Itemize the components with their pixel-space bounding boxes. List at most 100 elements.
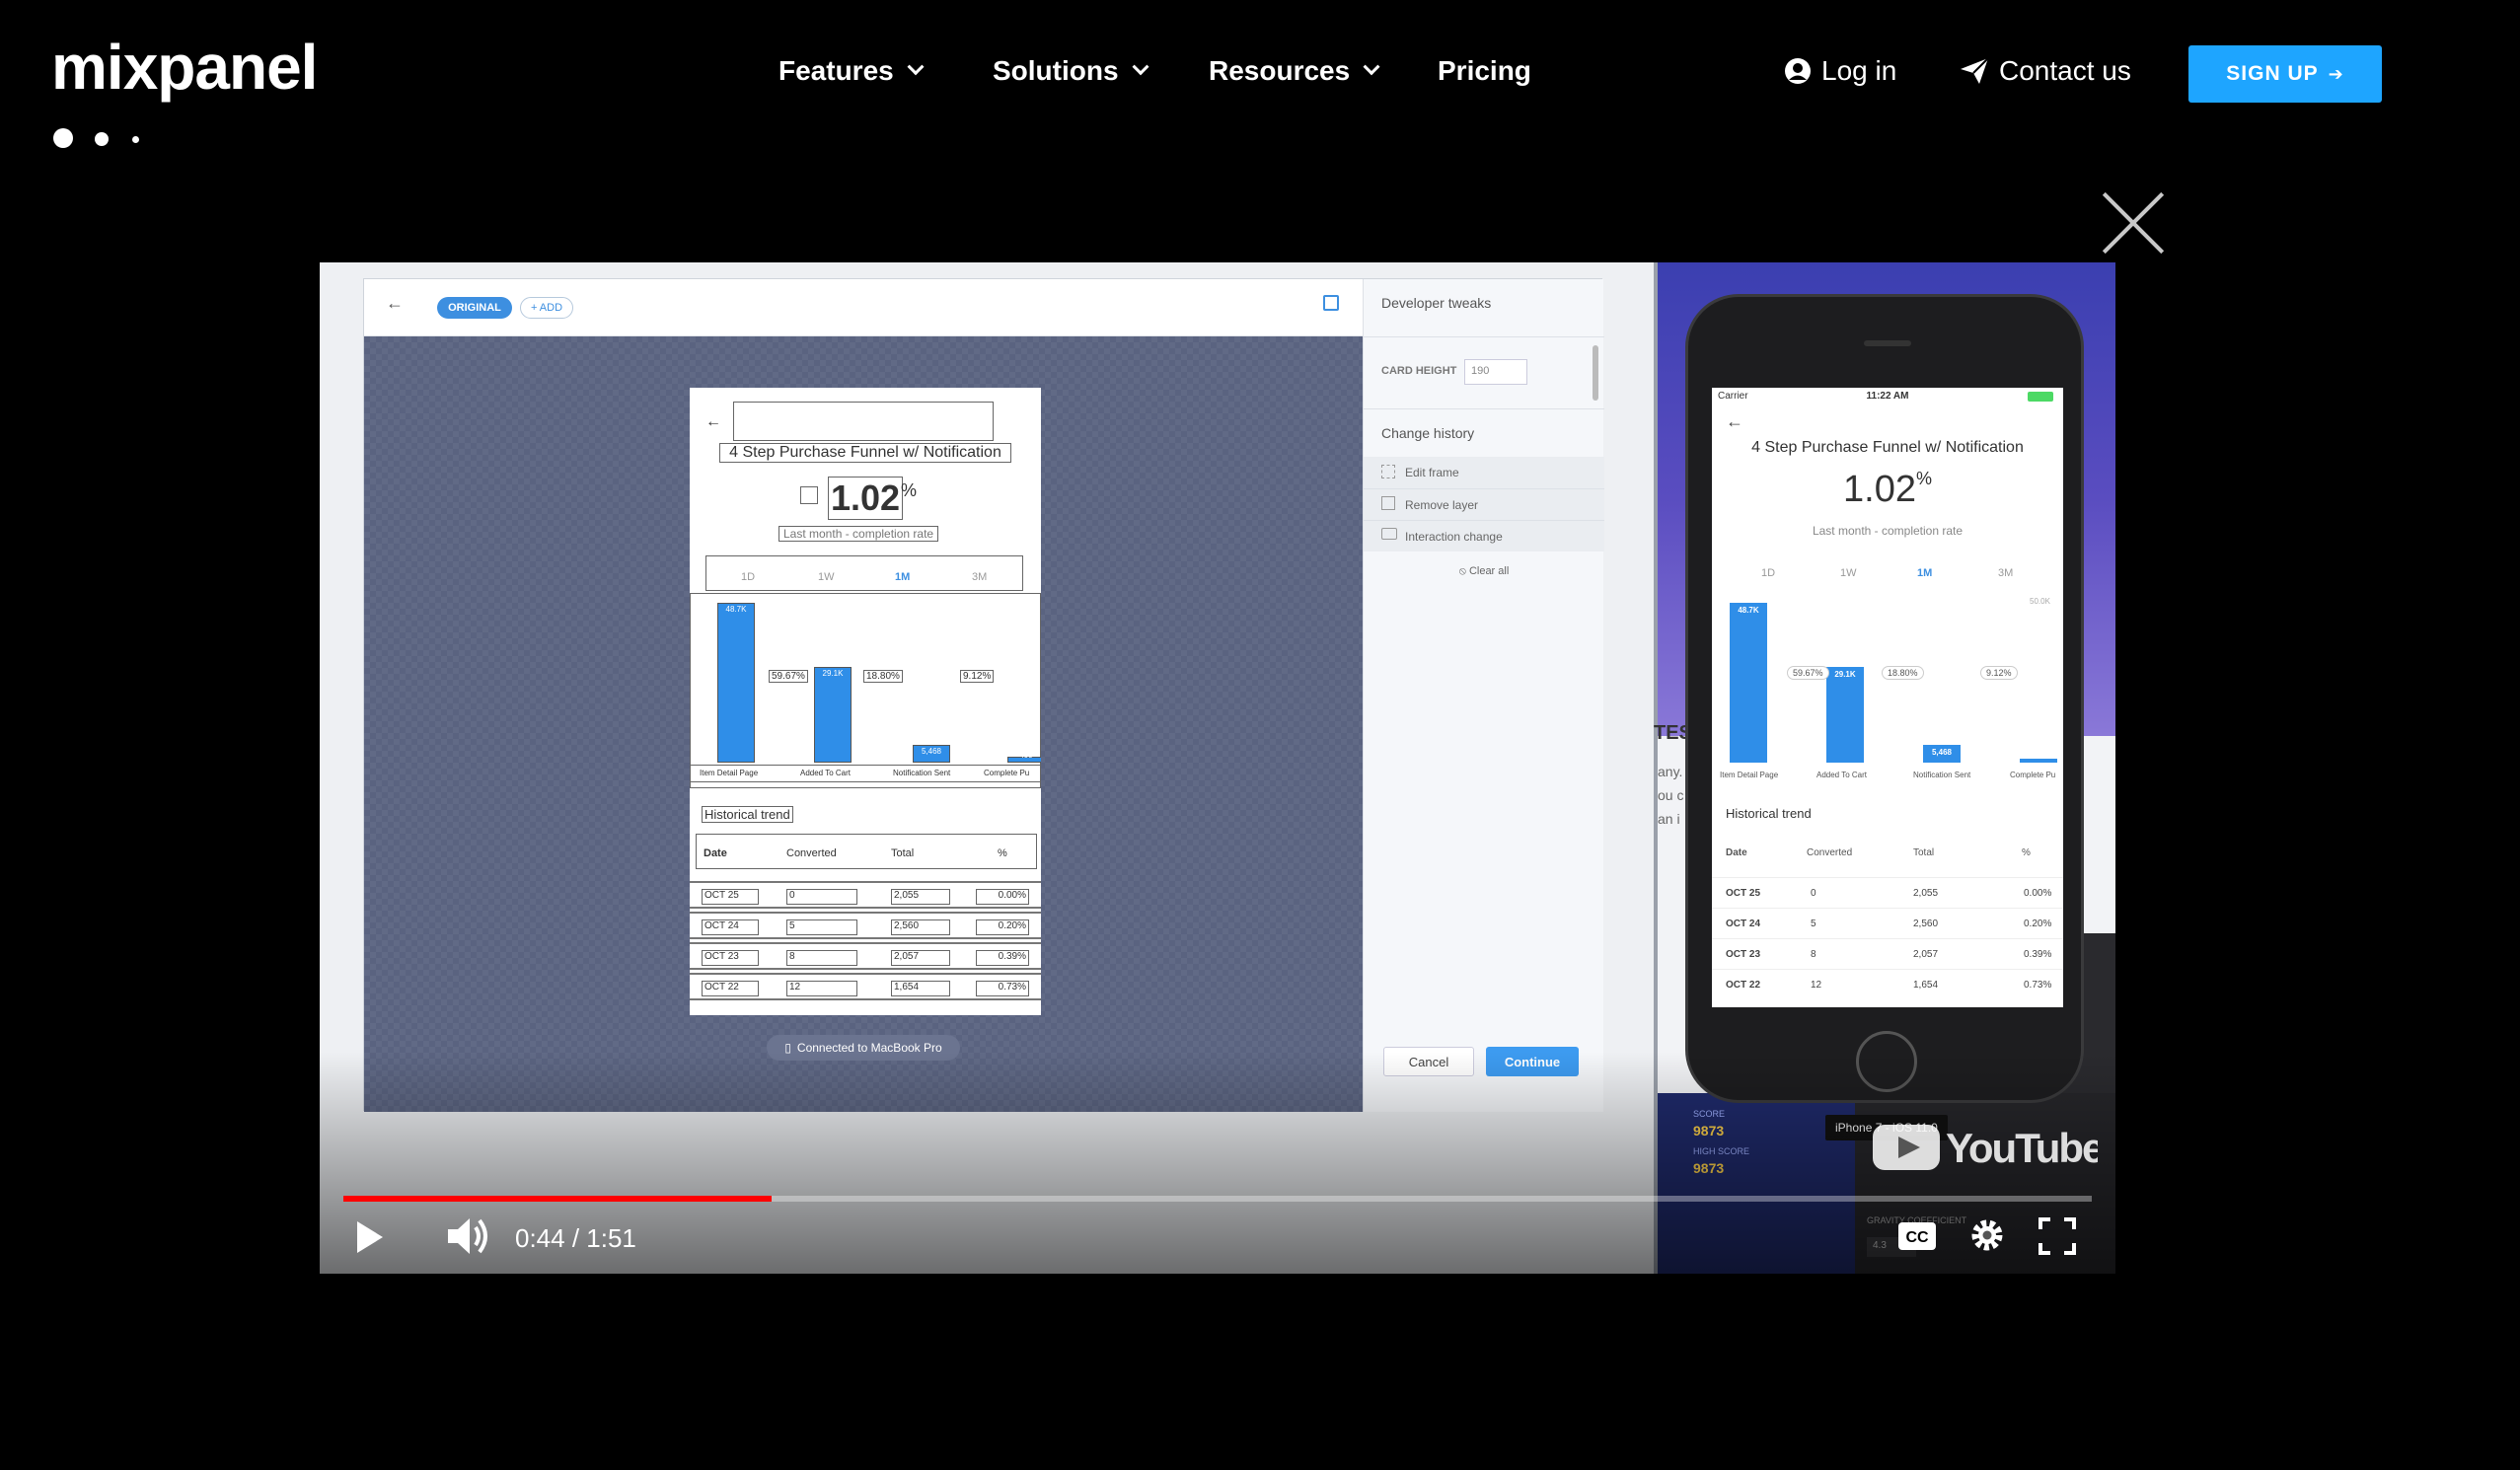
funnel-title: 4 Step Purchase Funnel w/ Notification	[1751, 439, 2024, 456]
phone-screen: Carrier 11:22 AM ← 4 Step Purchase Funne…	[1712, 388, 2063, 1007]
youtube-logo-icon[interactable]: YouTube	[1871, 1117, 2098, 1176]
clear-all-link[interactable]: ⦸ Clear all	[1364, 559, 1604, 583]
funnel-bar[interactable]	[1826, 667, 1864, 763]
nav-pricing-label: Pricing	[1438, 55, 1531, 86]
battery-icon	[2028, 392, 2053, 402]
ban-icon: ⦸	[1458, 565, 1469, 577]
captions-icon[interactable]: CC	[1896, 1219, 1938, 1253]
wire-bar-value: 5,468	[921, 746, 942, 756]
close-video-button[interactable]	[2100, 189, 2167, 257]
frame-icon	[1381, 465, 1395, 478]
video-player[interactable]: ← ORIGINAL + ADD ← 4 Step Purchase Funne…	[320, 262, 2115, 1274]
wire-bar-label-1: Item Detail Page	[700, 769, 759, 777]
panel-title: Developer tweaks	[1381, 295, 1492, 311]
table-cell-pct: 0.39%	[2024, 949, 2052, 960]
table-cell-total: 2,057	[1913, 949, 1939, 960]
mixpanel-logo[interactable]: mixpanel	[51, 36, 318, 148]
editor-toolbar: ← ORIGINAL + ADD	[364, 279, 1363, 336]
split-divider	[1654, 262, 1658, 1274]
wire-th-converted: Converted	[786, 847, 837, 859]
editor-window: ← ORIGINAL + ADD ← 4 Step Purchase Funne…	[363, 278, 1604, 1112]
range-tabs: 1D 1W 1M 3M	[1712, 567, 2063, 585]
th-date[interactable]: Date	[1726, 847, 1747, 858]
settings-gear-icon[interactable]	[1967, 1215, 2007, 1255]
table-row[interactable]: OCT 22 12 1,654 0.73%	[1712, 969, 2063, 999]
table-cell-pct: 0.20%	[2024, 919, 2052, 929]
play-button-icon[interactable]	[349, 1215, 389, 1259]
add-pill[interactable]: + ADD	[520, 297, 573, 319]
back-arrow-icon[interactable]: ←	[1726, 411, 1743, 431]
table-cell-converted: 0	[1811, 888, 1816, 899]
youtube-logo-text: YouTube	[1946, 1125, 2098, 1171]
progress-played	[343, 1196, 773, 1202]
partial-line-3: an i	[1658, 811, 1680, 827]
history-interaction-change[interactable]: Interaction change	[1364, 520, 1604, 551]
table-row[interactable]: OCT 23 8 2,057 0.39%	[1712, 938, 2063, 969]
wire-metric: 1.02	[828, 477, 904, 520]
signup-button[interactable]: SIGN UP ➔	[2188, 45, 2382, 103]
funnel-bar[interactable]	[2020, 759, 2057, 763]
user-icon	[1785, 58, 1811, 84]
range-1m[interactable]: 1M	[1917, 567, 1933, 579]
login-link[interactable]: Log in	[1784, 55, 1896, 87]
back-arrow-icon[interactable]: ←	[386, 293, 404, 313]
table-row[interactable]: OCT 24 5 2,560 0.20%	[1712, 908, 2063, 938]
table-row[interactable]: OCT 25 0 2,055 0.00%	[1712, 877, 2063, 908]
table-cell-total: 1,654	[1913, 980, 1939, 991]
funnel-bar-label: Item Detail Page	[1720, 771, 1779, 779]
wire-range-1m: 1M	[895, 571, 911, 583]
funnel-bar[interactable]	[1730, 603, 1767, 763]
wire-cell-converted: 12	[786, 981, 857, 996]
nav-pricing[interactable]: Pricing	[1438, 55, 1531, 87]
wire-bar	[814, 667, 852, 763]
arrow-right-icon: ➔	[2328, 63, 2344, 84]
contact-link[interactable]: Contact us	[1960, 55, 2131, 87]
external-link-icon[interactable]	[1323, 295, 1339, 311]
progress-bar[interactable]	[343, 1196, 2092, 1202]
wire-cell-converted: 5	[786, 919, 857, 935]
wire-title: 4 Step Purchase Funnel w/ Notification	[719, 443, 1011, 463]
card-height-label: CARD HEIGHT	[1381, 365, 1457, 377]
original-pill[interactable]: ORIGINAL	[437, 297, 512, 319]
nav-resources[interactable]: Resources	[1209, 55, 1380, 87]
nav-resources-label: Resources	[1209, 55, 1351, 86]
table-cell-total: 2,055	[1913, 888, 1939, 899]
card-height-row: CARD HEIGHT 190	[1364, 336, 1604, 409]
wire-cell-date: OCT 25	[702, 889, 759, 905]
table-cell-converted: 5	[1811, 919, 1816, 929]
panel-scrollbar[interactable]	[1593, 345, 1598, 401]
nav-features[interactable]: Features	[778, 55, 925, 87]
wire-bar-label-2: Added To Cart	[800, 769, 851, 777]
th-total[interactable]: Total	[1913, 847, 1935, 858]
card-height-input[interactable]: 190	[1464, 359, 1527, 385]
volume-icon[interactable]	[444, 1213, 491, 1259]
nav-solutions[interactable]: Solutions	[993, 55, 1149, 87]
funnel-bar[interactable]	[1923, 744, 1961, 763]
partial-line-2: ou c	[1658, 787, 1684, 803]
th-converted[interactable]: Converted	[1807, 847, 1853, 858]
wire-cell-total: 2,560	[891, 919, 950, 935]
table-cell-date: OCT 22	[1726, 980, 1761, 991]
back-arrow-icon: ←	[705, 413, 721, 430]
wire-table-row: OCT 24 5 2,560 0.20%	[690, 912, 1041, 939]
history-remove-layer[interactable]: Remove layer	[1364, 488, 1604, 520]
status-bar: Carrier 11:22 AM	[1712, 388, 2063, 407]
range-1w[interactable]: 1W	[1840, 567, 1857, 579]
history-edit-frame[interactable]: Edit frame	[1364, 457, 1604, 488]
funnel-bar-value: 499	[2032, 749, 2045, 758]
clear-all-label: Clear all	[1468, 565, 1510, 577]
remove-layer-label: Remove layer	[1405, 498, 1479, 512]
th-pct[interactable]: %	[2022, 847, 2031, 858]
wire-conv-3: 9.12%	[960, 670, 995, 683]
table-cell-date: OCT 24	[1726, 919, 1761, 929]
range-1d[interactable]: 1D	[1761, 567, 1776, 579]
wire-cell-date: OCT 22	[702, 981, 759, 996]
controls-gradient	[320, 1052, 2115, 1274]
range-3m[interactable]: 3M	[1998, 567, 2014, 579]
toggle-icon	[1381, 528, 1397, 540]
fullscreen-icon[interactable]	[2038, 1217, 2076, 1255]
conversion-2: 18.80%	[1882, 666, 1924, 680]
wire-table-row: OCT 25 0 2,055 0.00%	[690, 881, 1041, 909]
signup-label: SIGN UP	[2226, 62, 2319, 85]
